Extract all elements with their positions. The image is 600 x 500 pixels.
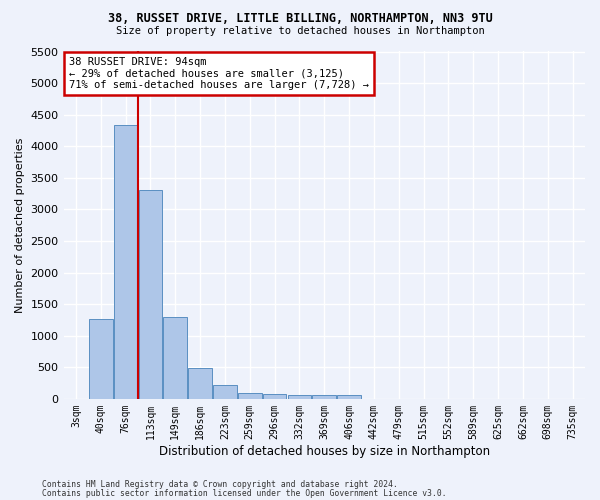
Text: Contains HM Land Registry data © Crown copyright and database right 2024.: Contains HM Land Registry data © Crown c…	[42, 480, 398, 489]
Text: 38, RUSSET DRIVE, LITTLE BILLING, NORTHAMPTON, NN3 9TU: 38, RUSSET DRIVE, LITTLE BILLING, NORTHA…	[107, 12, 493, 26]
Bar	[263, 394, 286, 399]
Bar	[114, 125, 137, 399]
Bar	[313, 396, 336, 399]
Bar	[89, 320, 113, 399]
Bar	[139, 190, 162, 399]
Bar	[163, 318, 187, 399]
X-axis label: Distribution of detached houses by size in Northampton: Distribution of detached houses by size …	[159, 444, 490, 458]
Bar	[287, 395, 311, 399]
Y-axis label: Number of detached properties: Number of detached properties	[15, 138, 25, 313]
Text: Size of property relative to detached houses in Northampton: Size of property relative to detached ho…	[116, 26, 484, 36]
Bar	[238, 393, 262, 399]
Text: Contains public sector information licensed under the Open Government Licence v3: Contains public sector information licen…	[42, 488, 446, 498]
Bar	[337, 396, 361, 399]
Text: 38 RUSSET DRIVE: 94sqm
← 29% of detached houses are smaller (3,125)
71% of semi-: 38 RUSSET DRIVE: 94sqm ← 29% of detached…	[69, 56, 369, 90]
Bar	[213, 386, 237, 399]
Bar	[188, 368, 212, 399]
